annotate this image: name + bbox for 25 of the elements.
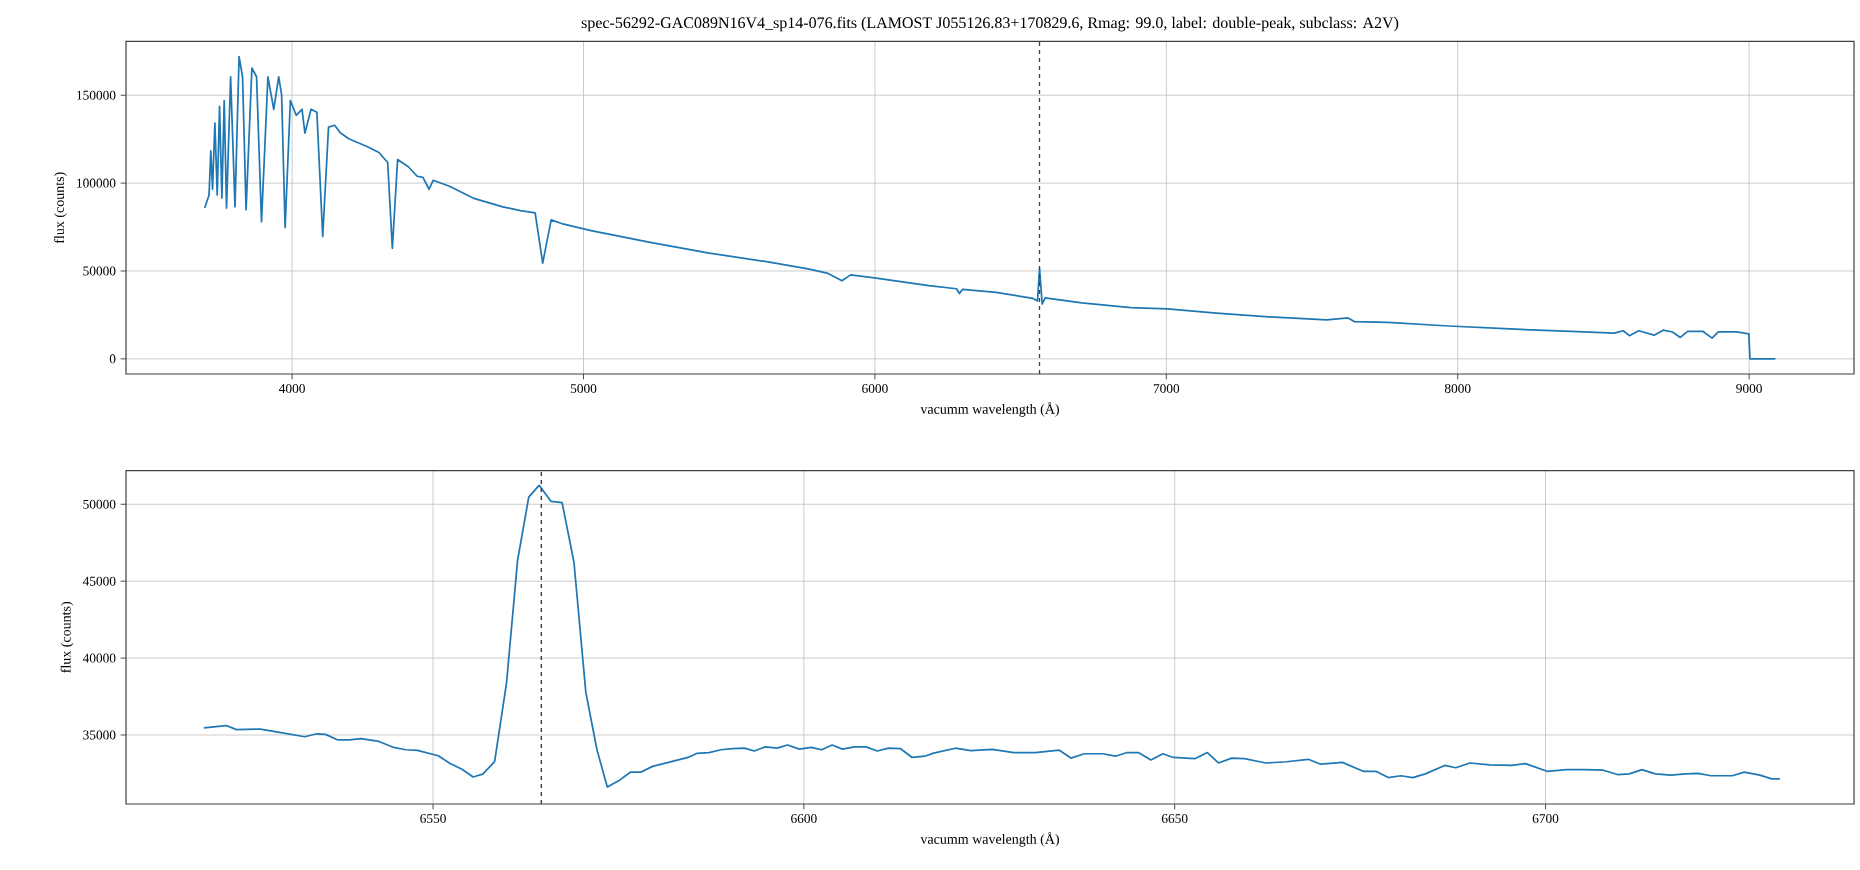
- y-tick-label: 0: [109, 354, 116, 364]
- x-tick-label: 6650: [1161, 814, 1188, 824]
- y-tick-label: 50000: [83, 266, 116, 276]
- x-tick-label: 5000: [570, 384, 597, 394]
- x-tick-label: 6600: [791, 814, 817, 824]
- x-axis-title: vacumm wavelength (Å): [920, 832, 1059, 847]
- x-tick-label: 4000: [279, 384, 305, 394]
- x-tick-label: 6000: [862, 384, 888, 394]
- y-tick-label: 35000: [83, 730, 116, 740]
- y-tick-label: 40000: [82, 653, 116, 663]
- y-tick-label: 45000: [82, 576, 116, 586]
- x-axis-title: vacumm wavelength (Å): [920, 402, 1059, 417]
- x-tick-label: 9000: [1736, 384, 1762, 394]
- x-tick-label: 8000: [1444, 384, 1471, 394]
- line-series: [203, 484, 1781, 788]
- x-tick-label: 7000: [1153, 384, 1180, 394]
- y-tick-label: 50000: [83, 499, 116, 509]
- y-tick-label: 100000: [77, 178, 116, 188]
- y-axis-title: flux (counts): [60, 601, 74, 673]
- y-tick-label: 150000: [77, 90, 116, 100]
- y-axis-title: flux (counts): [53, 172, 67, 244]
- line-series: [203, 55, 1777, 360]
- x-tick-label: 6700: [1532, 814, 1559, 824]
- chart-title: spec-56292-GAC089N16V4_sp14-076.fits (LAMOST J055126.83+170829.6, Rmag: 99.0, label: double-peak, subclass: A2V): [581, 16, 1399, 32]
- x-tick-label: 6550: [420, 814, 446, 824]
